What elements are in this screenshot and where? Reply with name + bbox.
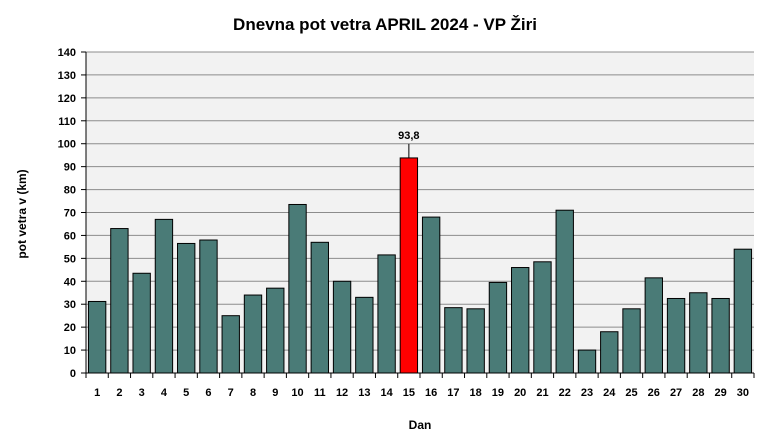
y-tick-label: 60 (64, 230, 76, 242)
x-tick-label: 5 (183, 387, 189, 399)
y-tick-label: 40 (64, 276, 76, 288)
x-axis-ticks: 1 2 3 4 5 6 7 8 9 10 11 12 13 14 15 16 17 18 19 20 21 22 23 24 2… (85, 373, 755, 399)
bar (644, 277, 663, 374)
x-tick-label: 23 (581, 387, 593, 399)
x-tick-label: 1 (94, 387, 100, 399)
bar (132, 272, 151, 374)
bar (332, 280, 352, 374)
y-tick-label: 100 (58, 139, 76, 151)
bar (555, 209, 574, 374)
data-label: 93,8 (398, 130, 419, 142)
bar (177, 242, 196, 374)
x-tick-label: 16 (425, 387, 437, 399)
x-tick-label: 12 (336, 387, 348, 399)
bar (221, 315, 240, 374)
gridlines (86, 51, 754, 374)
bar (199, 239, 218, 374)
x-tick-label: 30 (737, 387, 749, 399)
x-tick-label: 20 (514, 387, 526, 399)
bar (110, 228, 129, 374)
x-tick-label: 2 (116, 387, 122, 399)
x-tick-label: 13 (358, 387, 370, 399)
y-tick-label: 20 (64, 322, 76, 334)
x-tick-label: 14 (380, 387, 393, 399)
y-tick-label: 120 (58, 93, 76, 105)
x-tick-label: 8 (250, 387, 256, 399)
bar (444, 307, 463, 374)
bar (288, 203, 307, 374)
y-tick-label: 10 (64, 345, 76, 357)
y-tick-label: 90 (64, 162, 76, 174)
y-tick-label: 30 (64, 299, 76, 311)
x-tick-label: 9 (272, 387, 278, 399)
bar (622, 308, 641, 374)
x-tick-label: 3 (139, 387, 145, 399)
x-tick-label: 28 (692, 387, 704, 399)
bar (421, 216, 441, 374)
bar (666, 297, 686, 374)
x-tick-label: 22 (559, 387, 571, 399)
bar (711, 297, 730, 374)
bar (733, 248, 753, 374)
bar (533, 261, 552, 374)
x-tick-label: 21 (536, 387, 548, 399)
bar (355, 296, 374, 374)
bar (600, 331, 619, 374)
bar (466, 308, 485, 374)
x-tick-label: 25 (625, 387, 637, 399)
x-tick-label: 19 (492, 387, 504, 399)
bar (377, 254, 396, 374)
y-tick-label: 140 (58, 47, 76, 59)
chart-title: Dnevna pot vetra APRIL 2024 - VP Žiri (233, 15, 537, 34)
bar-highlight (399, 157, 419, 374)
y-tick-label: 130 (58, 70, 76, 82)
x-tick-label: 24 (603, 387, 616, 399)
bar-series (87, 157, 753, 374)
y-axis-label: pot vetra v (km) (15, 169, 29, 258)
bar (87, 300, 107, 374)
x-tick-label: 10 (291, 387, 303, 399)
bar (243, 294, 263, 374)
y-tick-label: 70 (64, 208, 76, 220)
x-tick-label: 17 (447, 387, 459, 399)
x-tick-label: 11 (314, 387, 326, 399)
y-tick-label: 110 (58, 116, 76, 128)
bar (689, 292, 708, 374)
x-tick-label: 26 (648, 387, 660, 399)
x-tick-label: 7 (228, 387, 234, 399)
x-tick-label: 6 (205, 387, 211, 399)
bar (511, 267, 530, 374)
x-tick-label: 15 (403, 387, 415, 399)
x-tick-label: 29 (714, 387, 726, 399)
y-tick-label: 0 (70, 368, 76, 380)
bar (266, 287, 285, 374)
bar (154, 218, 174, 374)
x-tick-label: 27 (670, 387, 682, 399)
x-axis-label: Dan (409, 418, 432, 432)
y-tick-label: 80 (64, 185, 76, 197)
bar (577, 349, 597, 374)
bar (310, 241, 329, 374)
x-tick-label: 4 (161, 387, 168, 399)
bar (488, 281, 508, 374)
annotation: 93,8 (398, 130, 420, 158)
y-tick-label: 50 (64, 253, 76, 265)
x-tick-label: 18 (470, 387, 482, 399)
